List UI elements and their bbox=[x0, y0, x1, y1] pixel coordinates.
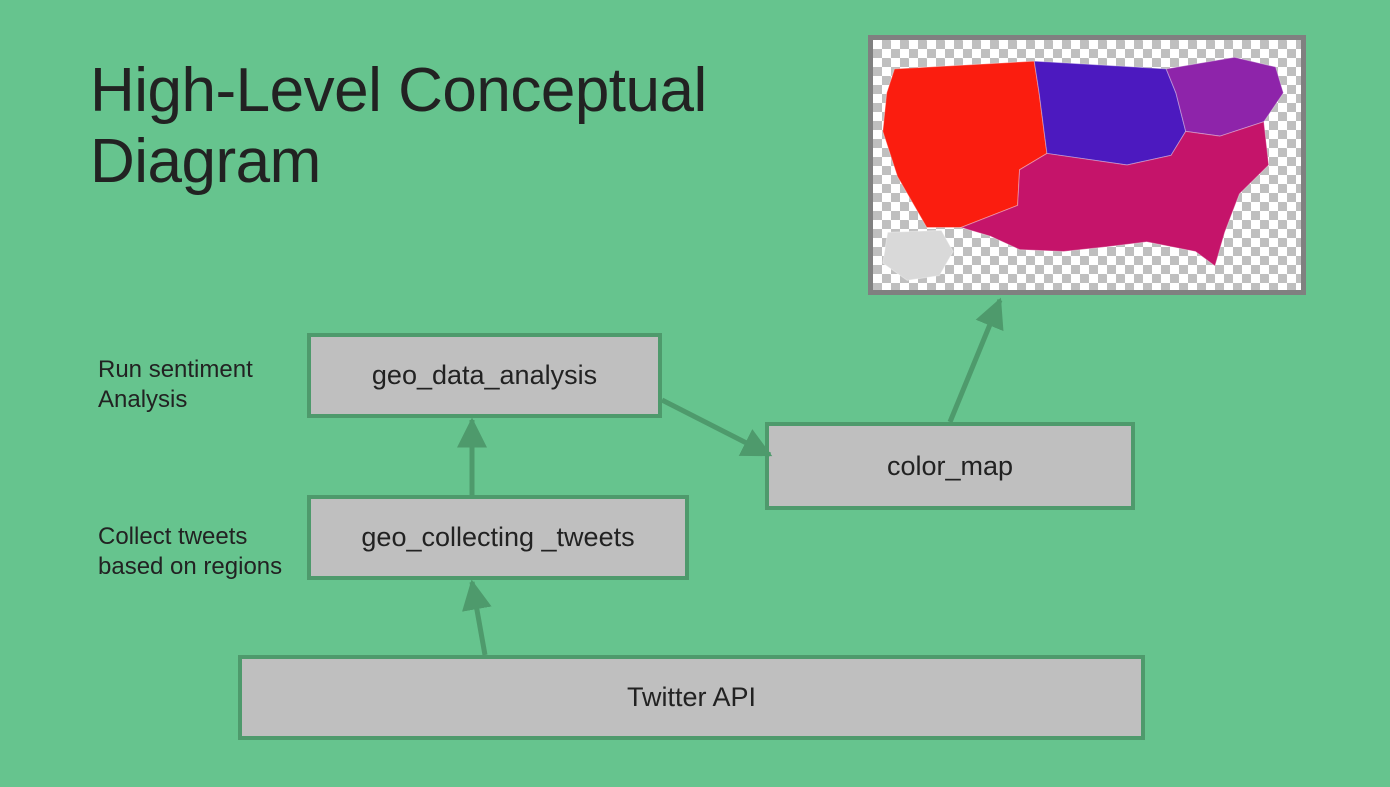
diagram-canvas: High-Level ConceptualDiagram Run sentime… bbox=[0, 0, 1390, 787]
label-collect-tweets: Collect tweetsbased on regions bbox=[98, 522, 282, 582]
node-geo-data-analysis: geo_data_analysis bbox=[307, 333, 662, 418]
region-alaska bbox=[883, 230, 953, 280]
node-label: geo_collecting _tweets bbox=[361, 522, 634, 553]
diagram-title: High-Level ConceptualDiagram bbox=[90, 55, 707, 198]
us-map-image bbox=[868, 35, 1306, 295]
label-run-sentiment: Run sentimentAnalysis bbox=[98, 355, 253, 415]
node-twitter-api: Twitter API bbox=[238, 655, 1145, 740]
node-label: geo_data_analysis bbox=[372, 360, 597, 391]
region-midwest bbox=[1034, 61, 1185, 165]
us-map-svg bbox=[873, 40, 1301, 290]
node-color-map: color_map bbox=[765, 422, 1135, 510]
node-label: Twitter API bbox=[627, 682, 756, 713]
node-geo-collecting-tweets: geo_collecting _tweets bbox=[307, 495, 689, 580]
region-northeast bbox=[1166, 57, 1283, 136]
node-label: color_map bbox=[887, 451, 1013, 482]
